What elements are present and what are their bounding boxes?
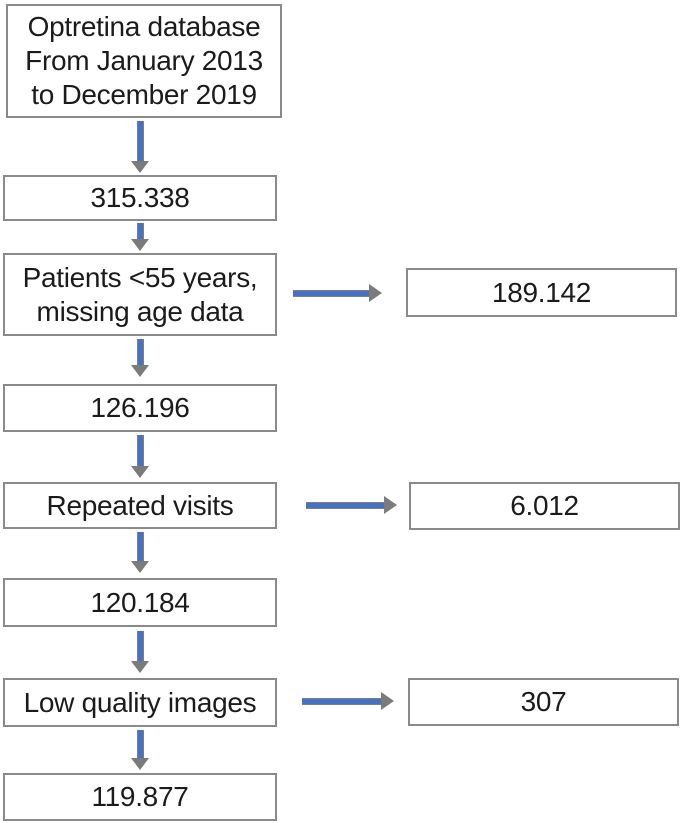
down-arrow-icon [131,532,149,573]
arrow-head [131,561,149,573]
arrow-shaft [136,532,144,561]
down-arrow-icon [131,121,149,173]
down-arrow-icon [131,223,149,251]
arrow-head [384,496,397,514]
arrow-head [369,284,382,302]
flow-box-excluded-low-quality-count: 307 [408,678,679,726]
down-arrow-icon [131,339,149,377]
flow-box-database-source: Optretina database From January 2013 to … [6,4,282,118]
arrow-shaft [136,223,144,239]
arrow-shaft [136,339,144,365]
arrow-shaft [136,631,144,661]
flow-box-count-after-repeat-filter: 120.184 [3,578,277,627]
right-arrow-icon [306,496,397,514]
arrow-head [131,466,149,478]
arrow-head [381,692,394,710]
arrow-shaft [136,730,144,758]
flow-box-count-after-age-filter: 126.196 [3,384,277,432]
arrow-shaft [136,121,144,161]
arrow-shaft [136,435,144,466]
arrow-shaft [302,697,381,705]
arrow-head [131,365,149,377]
flow-box-exclusion-age: Patients <55 years, missing age data [3,253,277,336]
arrow-head [131,161,149,173]
right-arrow-icon [302,692,394,710]
arrow-shaft [306,501,384,509]
flow-box-excluded-age-count: 189.142 [406,268,677,317]
down-arrow-icon [131,631,149,673]
flow-box-exclusion-low-quality: Low quality images [3,678,277,727]
flow-box-exclusion-repeated-visits: Repeated visits [3,482,277,529]
arrow-shaft [293,289,369,297]
down-arrow-icon [131,435,149,478]
flow-box-final-count: 119.877 [3,773,277,821]
down-arrow-icon [131,730,149,770]
right-arrow-icon [293,284,382,302]
arrow-head [131,661,149,673]
flow-box-excluded-repeated-count: 6.012 [409,482,680,530]
arrow-head [131,758,149,770]
arrow-head [131,239,149,251]
flow-box-total-count: 315.338 [3,175,277,221]
